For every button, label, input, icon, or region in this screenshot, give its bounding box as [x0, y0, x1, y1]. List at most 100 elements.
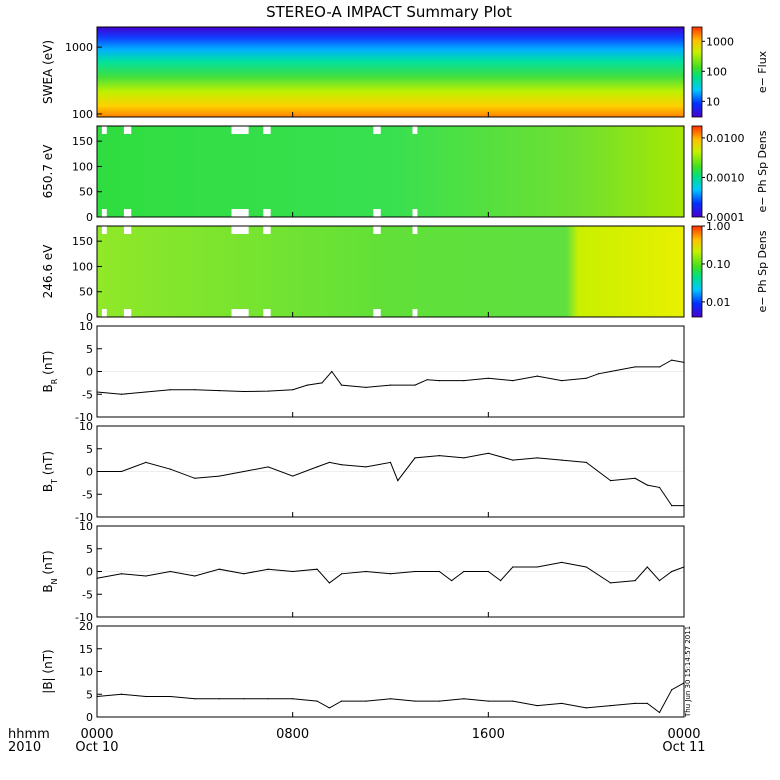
- bmag-data-point: [316, 700, 318, 702]
- bn-y-tick-label: -10: [75, 611, 93, 624]
- swea-y-axis-label: SWEA (eV): [41, 40, 55, 104]
- bt-data-point: [194, 477, 196, 479]
- bmag-data-point: [438, 700, 441, 702]
- br-panel: -10 -5 0 5 10 BR (nT): [41, 320, 685, 424]
- br-data-point: [671, 359, 673, 361]
- bmag-data-point: [120, 693, 123, 695]
- pad650-data-gap-bottom: [101, 209, 107, 217]
- bn-data-point: [389, 573, 392, 575]
- bmag-data-point: [218, 698, 220, 700]
- br-data-point: [414, 384, 416, 386]
- swea-colorbar-label: e− Flux: [756, 50, 769, 93]
- bmag-data-point: [463, 698, 465, 700]
- br-y-axis-label: BR (nT): [41, 351, 59, 393]
- bt-data-point: [671, 505, 673, 507]
- pad246-y-tick-label: 0: [86, 311, 93, 324]
- br-series-line: [96, 359, 685, 395]
- pad650-data-gap-top: [263, 126, 271, 134]
- x-tick-label: 0000: [80, 727, 113, 742]
- bt-data-point: [414, 457, 416, 459]
- br-data-point: [306, 384, 308, 386]
- bn-y-axis-label: BN (nT): [41, 550, 59, 592]
- pad246-data-gap-bottom: [123, 309, 132, 317]
- bt-data-point: [169, 468, 171, 470]
- pad246-data-gap-bottom: [231, 309, 249, 317]
- bmag-data-point: [536, 705, 538, 707]
- x-tick-date-label: Oct 10: [75, 740, 118, 755]
- bn-data-point: [365, 570, 367, 573]
- pad246-data-gap-top: [373, 226, 381, 234]
- br-data-point: [365, 386, 367, 389]
- br-data-point: [597, 373, 599, 375]
- bt-data-point: [218, 475, 220, 477]
- pad650-colorbar-tick-label: 0.0001: [706, 211, 745, 224]
- br-data-point: [218, 390, 220, 392]
- bt-data-point: [634, 477, 636, 479]
- br-data-point: [292, 389, 294, 391]
- br-data-point: [463, 380, 465, 382]
- bn-data-point: [487, 570, 489, 573]
- pad246-data-gap-top: [412, 226, 418, 234]
- pad246-panel: 0.01 0.10 1.00 e− Ph Sp Dens 0 50 100 150 246.6 …: [41, 220, 769, 324]
- pad650-data-gap-bottom: [263, 209, 271, 217]
- bmag-frame: [96, 625, 685, 718]
- br-y-tick-label: -10: [75, 411, 93, 424]
- bt-data-point: [463, 457, 465, 459]
- pad650-frame: [96, 125, 685, 218]
- bn-data-point: [512, 566, 514, 568]
- pad650-colorbar-tick-label: 0.0100: [706, 132, 745, 145]
- bmag-data-point: [414, 700, 416, 702]
- bt-data-point: [145, 461, 147, 463]
- pad650-panel: 0.0001 0.0010 0.0100 e− Ph Sp Dens 0 50 100 150…: [41, 125, 769, 224]
- pad246-colorbar: [691, 225, 703, 318]
- bt-data-point: [536, 457, 538, 459]
- bt-data-point: [585, 461, 587, 463]
- bn-data-point: [316, 568, 318, 570]
- x-axis-year-label: 2010: [8, 740, 41, 755]
- bmag-data-point: [328, 707, 330, 709]
- bn-data-point: [585, 566, 587, 568]
- pad650-data-gap-bottom: [123, 209, 132, 217]
- bmag-y-tick-label: 20: [79, 620, 93, 633]
- pad246-data-gap-top: [101, 226, 107, 234]
- br-y-tick-label: 5: [86, 343, 93, 356]
- bmag-data-point: [145, 695, 147, 698]
- pad246-y-tick-label: 50: [79, 286, 93, 299]
- pad246-colorbar-tick-label: 0.10: [706, 258, 731, 271]
- bmag-data-point: [169, 695, 171, 698]
- bn-data-point: [292, 570, 294, 573]
- swea-panel: 10 100 1000 e− Flux 100 1000 SWEA (eV): [41, 26, 769, 121]
- pad650-y-tick-label: 150: [72, 135, 93, 148]
- bmag-y-tick-label: 15: [79, 643, 93, 656]
- pad650-y-tick-label: 0: [86, 211, 93, 224]
- bn-data-point: [120, 573, 123, 575]
- bt-y-tick-label: 10: [79, 420, 93, 433]
- bmag-y-axis-label: |B| (nT): [41, 649, 55, 693]
- bmag-data-point: [646, 702, 648, 704]
- br-data-point: [585, 377, 587, 379]
- bmag-data-point: [634, 702, 636, 704]
- pad246-data-gap-bottom: [412, 309, 418, 317]
- br-data-point: [610, 370, 612, 373]
- bmag-panel: 0 5 10 15 20 |B| (nT): [41, 620, 685, 724]
- pad650-colorbar: [691, 125, 703, 218]
- bmag-data-point: [487, 700, 489, 702]
- bt-data-point: [292, 475, 294, 477]
- bt-data-point: [561, 459, 563, 461]
- bn-data-point: [634, 580, 636, 582]
- bmag-y-tick-label: 10: [79, 666, 93, 679]
- bn-data-point: [610, 582, 612, 584]
- bt-data-point: [610, 480, 612, 482]
- swea-colorbar-tick-label: 1000: [706, 35, 734, 48]
- bn-data-point: [194, 575, 196, 577]
- pad246-colorbar-tick-label: 1.00: [706, 220, 731, 233]
- br-data-point: [243, 390, 245, 393]
- bmag-data-point: [610, 705, 612, 707]
- pad246-data-gap-bottom: [263, 309, 271, 317]
- br-data-point: [331, 370, 333, 373]
- bmag-series-line: [96, 682, 685, 714]
- bt-data-point: [243, 470, 245, 473]
